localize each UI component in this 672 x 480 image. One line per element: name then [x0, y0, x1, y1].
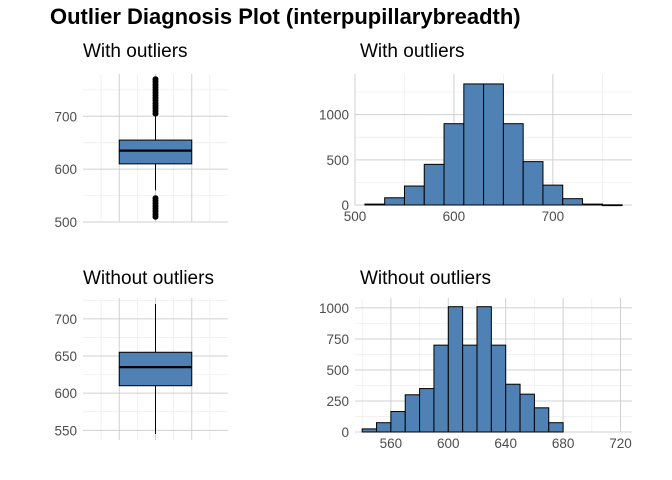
boxplot-with-outliers: 500 600 700	[54, 74, 228, 230]
y-tick-label: 700	[54, 109, 77, 124]
y-tick-label: 1000	[319, 301, 349, 316]
box-iqr	[118, 351, 193, 387]
histogram-bar	[443, 123, 465, 206]
y-tick-label: 750	[326, 332, 349, 347]
histogram-bar	[403, 185, 425, 206]
y-tick-label: 250	[326, 394, 349, 409]
x-tick-label: 720	[609, 436, 632, 451]
panel-title-hist-with: With outliers	[360, 41, 465, 62]
histogram-bar	[384, 197, 405, 206]
x-tick-label: 600	[443, 209, 466, 224]
boxplot-without-outliers: 550 600 650 700	[54, 298, 228, 440]
histogram-bar	[376, 422, 392, 433]
panel-title-hist-without: Without outliers	[360, 268, 491, 289]
panel-title-box-without: Without outliers	[83, 268, 214, 289]
y-tick-label: 0	[341, 198, 349, 213]
y-tick-label: 500	[326, 153, 349, 168]
histogram-bar	[483, 83, 504, 206]
histogram-bar	[490, 344, 507, 433]
y-tick-label: 550	[54, 423, 77, 438]
box-iqr	[118, 139, 193, 165]
histogram-bar	[390, 411, 406, 433]
histogram-bar	[562, 198, 584, 206]
histogram-bar	[522, 161, 544, 206]
outlier-point	[152, 195, 159, 202]
panel-title-box-with: With outliers	[83, 41, 188, 62]
histogram-bar	[463, 83, 485, 206]
y-tick-label: 500	[54, 215, 77, 230]
histogram-bar	[462, 344, 478, 433]
y-tick-label: 0	[341, 425, 349, 440]
histogram-bar	[502, 123, 524, 206]
histogram-bar	[505, 383, 521, 433]
x-tick-label: 560	[380, 436, 403, 451]
y-tick-label: 600	[54, 162, 77, 177]
histogram-bar	[533, 407, 550, 433]
figure-title: Outlier Diagnosis Plot (interpupillarybr…	[50, 4, 521, 29]
x-tick-label: 640	[494, 436, 517, 451]
y-tick-label: 650	[54, 349, 77, 364]
histogram-bar	[519, 393, 535, 433]
x-tick-label: 680	[552, 436, 575, 451]
histogram-bar	[476, 306, 492, 433]
histogram-bar	[542, 184, 564, 206]
histogram-bar	[361, 428, 378, 433]
histogram-bar	[364, 203, 386, 206]
x-tick-label: 700	[542, 209, 565, 224]
y-tick-label: 1000	[319, 108, 349, 123]
histogram-without-outliers: 0 250 500 750 1000 560 600 640 680 720	[319, 298, 632, 451]
y-tick-label: 500	[326, 363, 349, 378]
x-tick-label: 600	[437, 436, 460, 451]
histogram-bar	[582, 203, 603, 206]
histogram-bar	[447, 306, 464, 433]
histogram-bar	[548, 422, 564, 433]
histogram-bar	[419, 388, 435, 433]
y-tick-label: 700	[54, 312, 77, 327]
histogram-bar	[423, 163, 445, 206]
histogram-bar	[433, 344, 449, 433]
outlier-point	[152, 76, 159, 83]
histogram-bar	[404, 394, 421, 433]
x-tick-label: 500	[344, 209, 367, 224]
y-tick-label: 600	[54, 386, 77, 401]
histogram-bar	[601, 204, 623, 207]
